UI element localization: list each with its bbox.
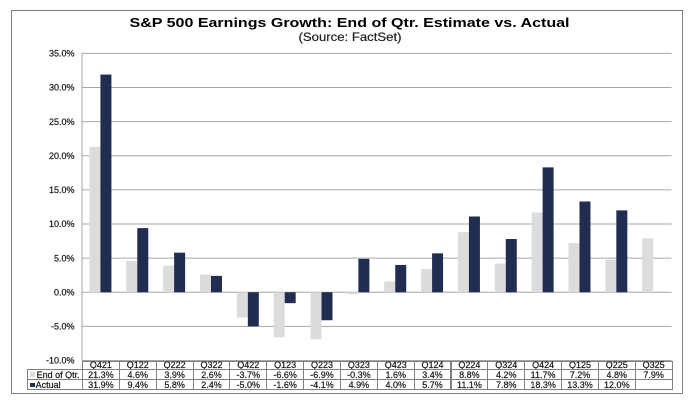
svg-text:25.0%: 25.0% bbox=[49, 117, 75, 127]
svg-text:-10.0%: -10.0% bbox=[46, 356, 75, 366]
svg-text:20.0%: 20.0% bbox=[49, 151, 75, 161]
svg-text:30.0%: 30.0% bbox=[49, 83, 75, 93]
svg-text:0.0%: 0.0% bbox=[54, 287, 75, 297]
svg-text:5.0%: 5.0% bbox=[54, 253, 75, 263]
svg-text:(Source: FactSet): (Source: FactSet) bbox=[299, 30, 402, 44]
svg-text:15.0%: 15.0% bbox=[49, 185, 75, 195]
svg-text:35.0%: 35.0% bbox=[49, 49, 75, 59]
svg-text:-5.0%: -5.0% bbox=[51, 322, 75, 332]
svg-text:10.0%: 10.0% bbox=[49, 219, 75, 229]
svg-text:S&P 500 Earnings Growth: End o: S&P 500 Earnings Growth: End of Qtr. Est… bbox=[130, 15, 570, 30]
